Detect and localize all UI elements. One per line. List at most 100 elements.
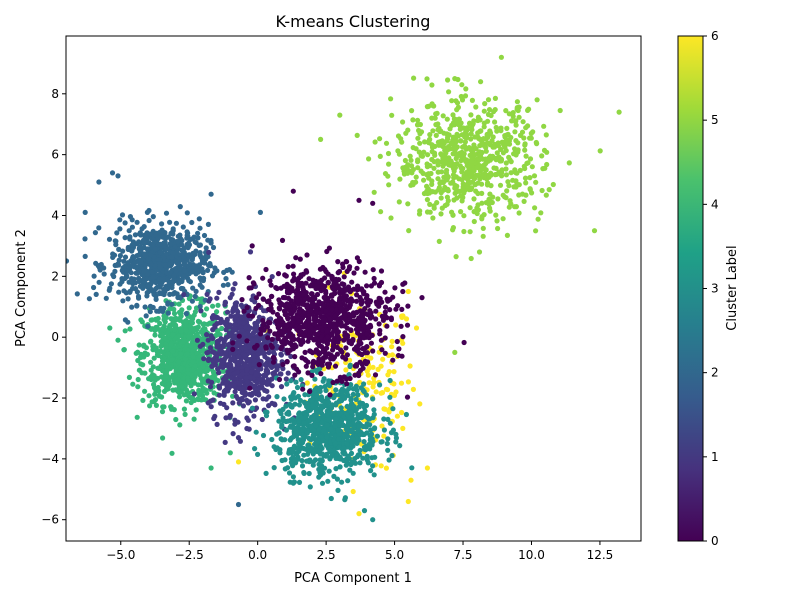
cluster-5-point <box>481 108 487 114</box>
cluster-5-point <box>522 175 529 181</box>
cluster-2-point <box>66 258 70 264</box>
cluster-2-point <box>148 281 154 287</box>
cluster-2-point <box>196 216 202 222</box>
cluster-3-point <box>330 411 336 417</box>
cluster-2-point <box>91 284 97 291</box>
cluster-3-point <box>318 384 324 391</box>
cluster-1-point <box>259 381 265 387</box>
cluster-3-point <box>326 468 332 474</box>
cluster-3-point <box>302 392 308 398</box>
cluster-3-point <box>349 440 355 446</box>
cluster-0-point <box>335 334 341 340</box>
cluster-3-point <box>314 410 320 416</box>
cluster-3-point <box>336 431 342 437</box>
cluster-2-point <box>134 302 140 308</box>
cluster-5-point <box>440 113 446 119</box>
cluster-0-point <box>382 289 388 295</box>
cluster-1-point <box>224 318 230 324</box>
cluster-5-point <box>468 136 474 142</box>
cluster-0-point <box>269 293 275 299</box>
cluster-2-point <box>119 212 126 218</box>
cluster-0-point <box>400 281 406 287</box>
cluster-5-point <box>469 97 475 103</box>
cluster-3-point <box>323 442 329 448</box>
cluster-3-point <box>316 461 322 467</box>
cluster-3-point <box>252 446 258 452</box>
cluster-4-point <box>169 357 175 363</box>
cluster-5-point <box>534 97 540 103</box>
cluster-4-point <box>171 310 178 317</box>
cluster-3-point <box>348 450 355 456</box>
cluster-1-point <box>252 397 258 403</box>
cluster-5-point <box>477 176 483 182</box>
cluster-5-point <box>454 131 460 137</box>
cluster-5-point <box>439 143 445 149</box>
cluster-0-point <box>348 296 354 302</box>
cluster-4-point <box>155 326 161 332</box>
cluster-5-point <box>397 176 403 182</box>
cluster-3-point <box>355 392 361 398</box>
cluster-2-point <box>144 230 150 236</box>
cluster-0-point <box>338 320 344 326</box>
cluster-5-point <box>479 216 485 222</box>
cluster-0-point <box>249 243 255 249</box>
cluster-3-point <box>278 436 284 442</box>
cluster-5-point <box>424 209 431 215</box>
cluster-5-point <box>487 205 493 211</box>
cluster-5-point <box>405 127 411 133</box>
cluster-0-point <box>334 344 340 350</box>
cluster-1-point <box>278 371 284 377</box>
cluster-3-point <box>377 382 383 388</box>
cluster-3-point <box>306 470 312 477</box>
cluster-0-point <box>353 326 360 332</box>
cluster-6-point <box>350 488 356 495</box>
cluster-3-point <box>320 413 326 419</box>
cluster-3-point <box>322 400 328 406</box>
cluster-2-point <box>96 265 103 271</box>
cluster-2-point <box>197 225 203 231</box>
cluster-2-point <box>167 269 173 276</box>
cluster-3-point <box>360 455 366 461</box>
cluster-5-point <box>459 97 466 103</box>
cluster-6-point <box>386 409 392 415</box>
cluster-0-point <box>364 283 370 289</box>
cluster-4-point <box>134 414 140 420</box>
cluster-2-point <box>184 210 190 216</box>
y-tick-label: −6 <box>41 513 59 527</box>
cluster-5-point <box>492 95 498 101</box>
cluster-5-point <box>454 144 460 150</box>
cluster-2-point <box>136 295 142 301</box>
cluster-2-point <box>181 273 187 279</box>
cluster-2-point <box>181 245 187 251</box>
cluster-3-point <box>335 487 341 493</box>
cluster-0-point <box>310 358 317 364</box>
cluster-6-point <box>393 322 399 328</box>
cluster-5-point <box>429 115 435 121</box>
cluster-5-point <box>461 156 467 162</box>
x-tick-label: 5.0 <box>385 548 404 562</box>
cluster-3-point <box>371 472 377 478</box>
cluster-2-point <box>175 294 181 301</box>
cluster-5-point <box>452 76 458 82</box>
y-tick-label: 0 <box>51 330 59 344</box>
cluster-4-point <box>167 306 173 312</box>
cluster-2-point <box>125 296 131 302</box>
cluster-1-point <box>274 345 280 351</box>
cluster-5-point <box>474 210 480 217</box>
cluster-4-point <box>115 337 121 343</box>
cluster-0-point <box>378 337 384 343</box>
cluster-5-point <box>442 202 448 209</box>
cluster-5-point <box>378 209 384 215</box>
cluster-6-point <box>380 356 386 362</box>
cluster-5-point <box>411 75 417 81</box>
cluster-4-point <box>159 381 165 387</box>
cluster-3-point <box>331 447 337 454</box>
cluster-0-point <box>382 350 388 356</box>
cluster-5-point <box>522 147 528 153</box>
cluster-3-point <box>331 473 337 479</box>
cluster-6-point <box>393 389 399 395</box>
cluster-0-point <box>279 318 285 324</box>
cluster-3-point <box>361 444 367 450</box>
cluster-2-point <box>136 268 142 275</box>
cluster-2-point <box>141 239 148 245</box>
